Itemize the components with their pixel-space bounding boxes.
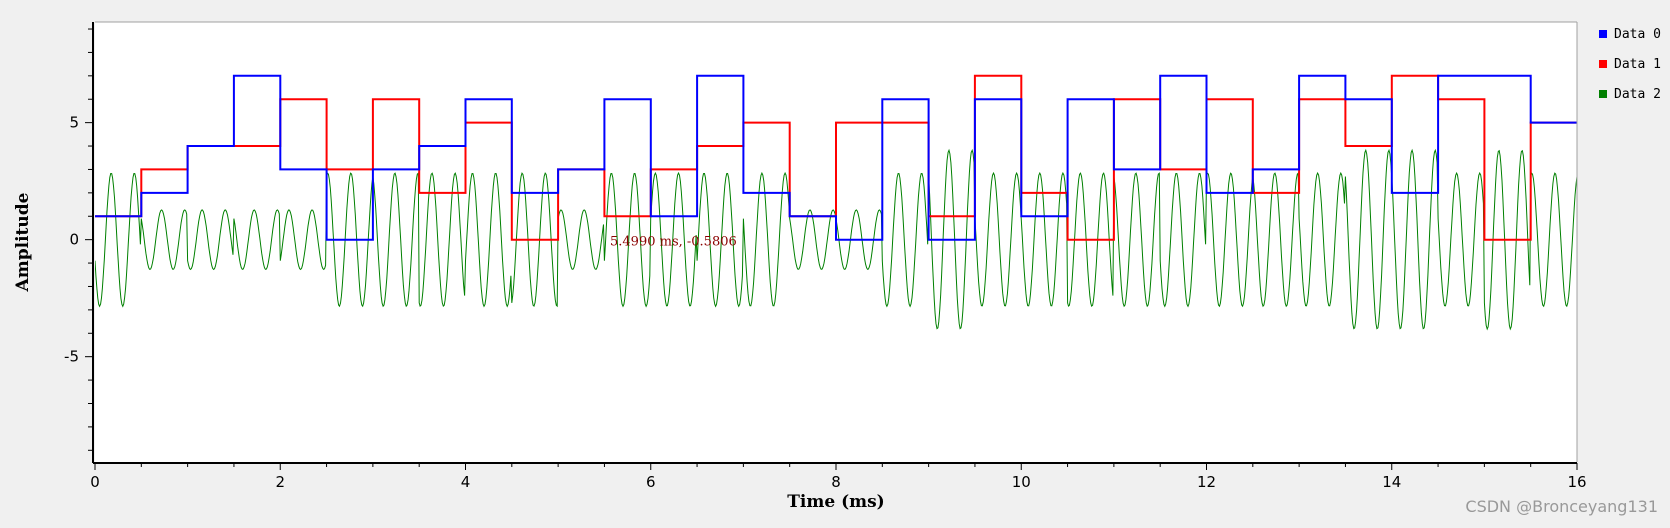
- series-line-data-0: [95, 74, 1577, 241]
- x-tick-label: 2: [275, 473, 285, 491]
- x-tick-label: 0: [90, 473, 100, 491]
- y-tick-label: -5: [64, 348, 79, 366]
- legend-label: Data 2: [1614, 87, 1661, 102]
- x-tick-label: 16: [1567, 473, 1586, 491]
- y-axis-title: Amplitude: [13, 192, 33, 292]
- legend: Data 0 Data 1 Data 2: [1599, 27, 1661, 102]
- x-axis-title: Time (ms): [787, 492, 884, 512]
- x-tick-label: 12: [1197, 473, 1216, 491]
- y-tick-label: 0: [69, 231, 79, 249]
- watermark: CSDN @Bronceyang131: [1465, 497, 1658, 516]
- legend-label: Data 0: [1614, 27, 1661, 42]
- legend-label: Data 1: [1614, 57, 1661, 72]
- y-tick-label: 5: [69, 114, 79, 132]
- axes: 0 2 4 6 8 10 12 14 16 -5 0 5: [64, 21, 1587, 491]
- x-tick-label: 10: [1012, 473, 1031, 491]
- x-tick-label: 4: [461, 473, 471, 491]
- series-line-data-1: [95, 74, 1577, 241]
- plot-area: [95, 22, 1577, 462]
- series-layer: [95, 74, 1577, 331]
- legend-swatch: [1599, 90, 1607, 98]
- x-tick-label: 8: [831, 473, 841, 491]
- x-tick-label: 14: [1382, 473, 1401, 491]
- legend-swatch: [1599, 30, 1607, 38]
- marker-readout: 5.4990 ms, -0.5806: [610, 235, 737, 250]
- x-tick-label: 6: [646, 473, 656, 491]
- legend-swatch: [1599, 60, 1607, 68]
